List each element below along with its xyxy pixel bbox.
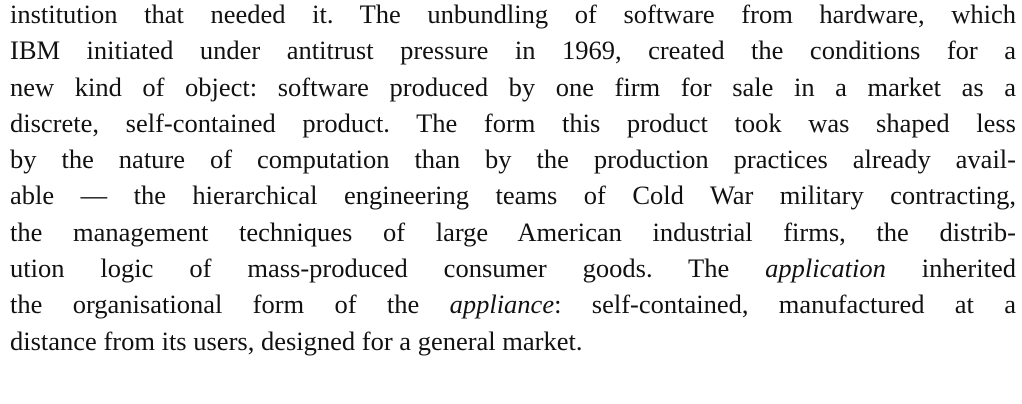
text-line: ution logic of mass-produced consumer go… xyxy=(10,250,1016,286)
text-line: institution that needed it. The unbundli… xyxy=(10,0,1016,29)
text-line: the management techniques of large Ameri… xyxy=(10,216,1016,247)
text-line: distance from its users, designed for a … xyxy=(10,325,583,356)
emphasis-appliance: appliance xyxy=(449,289,555,320)
text-line: discrete, self-contained product. The fo… xyxy=(10,107,1016,138)
body-paragraph: institution that needed it. The unbundli… xyxy=(10,0,1016,359)
text-line: IBM initiated under antitrust pressure i… xyxy=(10,35,1016,66)
text-segment: : self-contained, manufactured at a xyxy=(554,289,1016,320)
text-segment: ution logic of mass-produced consumer go… xyxy=(10,253,766,284)
text-line: able — the hierarchical engineering team… xyxy=(10,180,1016,211)
text-segment: the organisational form of the xyxy=(10,289,450,320)
text-line: the organisational form of the appliance… xyxy=(10,286,1016,322)
text-segment: inherited xyxy=(885,253,1016,284)
text-line: by the nature of computation than by the… xyxy=(10,144,1016,175)
text-line: new kind of object: software produced by… xyxy=(10,71,1016,102)
emphasis-application: application xyxy=(765,253,886,284)
